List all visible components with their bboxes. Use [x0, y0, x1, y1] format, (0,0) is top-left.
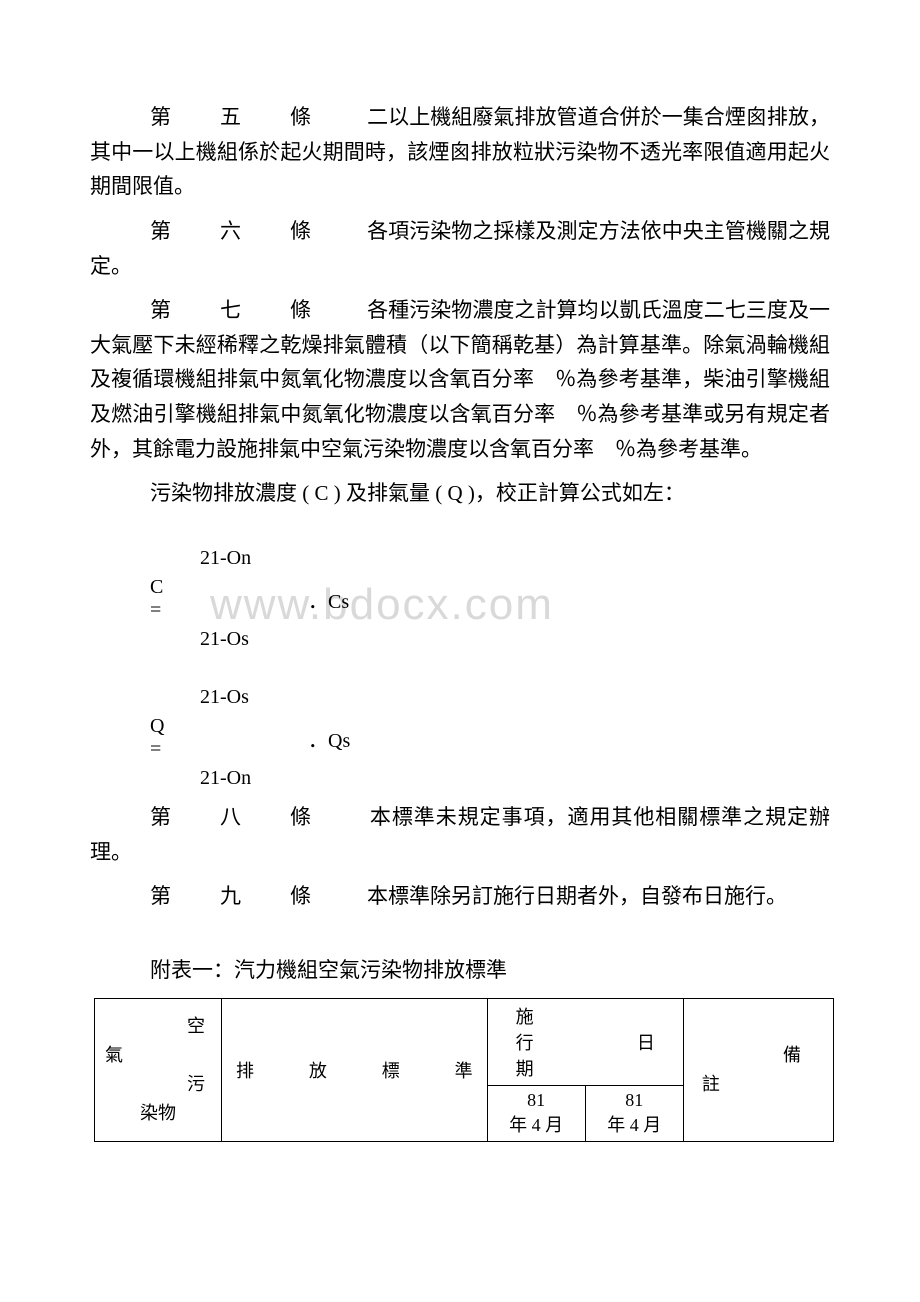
article-6-label: 第 六 條	[90, 214, 325, 249]
article-6: 第 六 條 各項污染物之採樣及測定方法依中央主管機關之規定。	[90, 214, 830, 283]
table-row: 空 氣 污 染物 排 放 標 準 施 行 日 期	[95, 999, 834, 1086]
th-note: 備 註	[683, 999, 833, 1142]
th-pollutant-l1: 空	[101, 1012, 215, 1041]
attachment-title: 附表一：汽力機組空氣污染物排放標準	[90, 954, 830, 984]
date2-l1: 81	[592, 1090, 677, 1111]
th-date-r: 日	[637, 1029, 655, 1055]
date2-l2: 年 4 月	[592, 1111, 677, 1137]
article-9-text: 本標準除另訂施行日期者外，自發布日施行。	[367, 884, 787, 908]
date1-l1: 81	[494, 1090, 579, 1111]
th-date-l1: 施	[516, 1003, 534, 1029]
page-content: 第 五 條 二以上機組廢氣排放管道合併於一集合煙囪排放，其中一以上機組係於起火期…	[90, 100, 830, 1142]
th-date-l2: 行	[516, 1029, 534, 1055]
formula-q-numerator: 21-Os	[170, 686, 290, 709]
th-note-l2: 註	[690, 1070, 827, 1099]
formula-q-denominator: 21-On	[170, 767, 290, 790]
formula-c-denominator: 21-Os	[170, 628, 290, 651]
formula-c-mult: ．Cs	[290, 585, 349, 614]
formula-c-lhs: C =	[90, 576, 170, 622]
article-7: 第 七 條 各種污染物濃度之計算均以凱氏溫度二七三度及一大氣壓下未經稀釋之乾燥排…	[90, 293, 830, 466]
formula-q: 21-Os Q = ．Qs 21-On	[90, 686, 830, 790]
th-pollutant-l4: 染物	[101, 1099, 215, 1128]
formula-q-lhs: Q =	[90, 715, 170, 761]
formula-c-numerator: 21-On	[170, 547, 290, 570]
article-8-label: 第 八 條	[90, 800, 325, 835]
formula-q-mult: ．Qs	[290, 724, 350, 753]
th-pollutant-l2: 氣	[101, 1041, 215, 1070]
date1-l2: 年 4 月	[494, 1111, 579, 1137]
formula-c: 21-On C = ．Cs 21-Os	[90, 547, 830, 651]
th-note-l1: 備	[690, 1041, 827, 1070]
th-pollutant-l3: 污	[101, 1070, 215, 1099]
th-date-col2: 81 年 4 月	[585, 1086, 683, 1142]
article-7-label: 第 七 條	[90, 293, 325, 328]
article-5: 第 五 條 二以上機組廢氣排放管道合併於一集合煙囪排放，其中一以上機組係於起火期…	[90, 100, 830, 204]
th-date-col1: 81 年 4 月	[487, 1086, 585, 1142]
th-standard: 排 放 標 準	[222, 999, 488, 1142]
th-date: 施 行 日 期	[487, 999, 683, 1086]
th-pollutant: 空 氣 污 染物	[95, 999, 222, 1142]
article-7-subtext: 污染物排放濃度 ( C ) 及排氣量 ( Q )，校正計算公式如左：	[90, 476, 830, 512]
article-9-label: 第 九 條	[90, 879, 325, 914]
th-date-l3: 期	[516, 1055, 534, 1081]
article-9: 第 九 條 本標準除另訂施行日期者外，自發布日施行。	[90, 879, 830, 914]
article-8: 第 八 條 本標準未規定事項，適用其他相關標準之規定辦理。	[90, 800, 830, 869]
emission-table: 空 氣 污 染物 排 放 標 準 施 行 日 期	[94, 998, 834, 1142]
article-5-label: 第 五 條	[90, 100, 325, 135]
